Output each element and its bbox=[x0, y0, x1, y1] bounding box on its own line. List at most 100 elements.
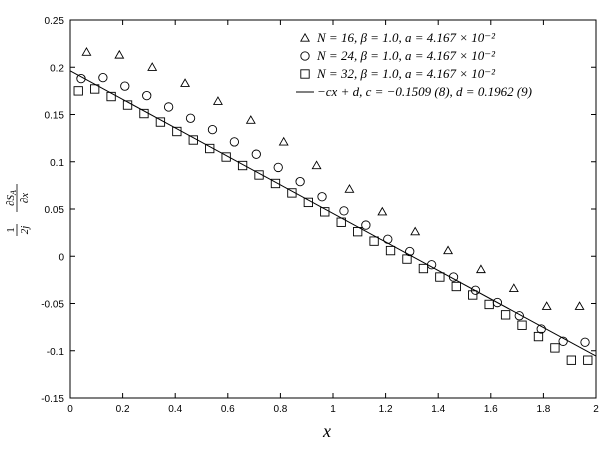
point-circle bbox=[142, 90, 152, 101]
point-square bbox=[517, 320, 527, 330]
point-square bbox=[320, 207, 330, 217]
point-triangle bbox=[574, 301, 585, 310]
point-square bbox=[188, 135, 198, 145]
point-circle bbox=[120, 81, 130, 91]
point-square bbox=[418, 263, 429, 274]
svg-text:∂SA: ∂SA bbox=[5, 190, 18, 206]
point-square bbox=[369, 236, 379, 246]
svg-text:2j: 2j bbox=[19, 226, 31, 235]
point-triangle bbox=[311, 160, 322, 170]
point-square bbox=[484, 299, 494, 310]
point-square bbox=[303, 197, 313, 208]
point-circle bbox=[383, 234, 393, 244]
point-circle bbox=[76, 73, 86, 84]
point-square bbox=[550, 343, 560, 353]
point-circle bbox=[98, 72, 108, 83]
x-tick-label: 0 bbox=[67, 404, 73, 415]
point-square bbox=[533, 331, 544, 342]
fit-line bbox=[69, 70, 597, 357]
point-square bbox=[435, 272, 445, 282]
y-tick-label: 0.1 bbox=[50, 158, 64, 169]
point-circle bbox=[405, 246, 415, 257]
point-square bbox=[237, 160, 248, 171]
x-tick-label: 0.2 bbox=[116, 404, 130, 415]
y-tick-label: 0.2 bbox=[50, 63, 64, 74]
svg-text:1: 1 bbox=[5, 227, 17, 233]
point-triangle bbox=[410, 226, 421, 236]
point-triangle bbox=[344, 184, 355, 193]
legend-marker-triangle bbox=[300, 32, 310, 42]
point-circle bbox=[514, 311, 524, 321]
point-square bbox=[155, 117, 166, 127]
y-tick-label: 0.25 bbox=[45, 16, 65, 27]
x-tick-label: 1.2 bbox=[379, 404, 393, 415]
point-square bbox=[139, 108, 149, 119]
point-square bbox=[106, 91, 116, 102]
point-triangle bbox=[377, 206, 388, 216]
x-tick-label: 2 bbox=[593, 404, 599, 415]
point-square bbox=[90, 84, 100, 94]
point-square bbox=[172, 126, 182, 137]
fit-line-path bbox=[69, 70, 597, 357]
point-circle bbox=[295, 176, 305, 187]
point-square bbox=[73, 86, 83, 96]
point-circle bbox=[317, 192, 327, 202]
point-triangle bbox=[245, 115, 256, 124]
point-triangle bbox=[212, 96, 223, 105]
point-circle bbox=[185, 113, 196, 123]
point-circle bbox=[251, 149, 261, 159]
y-tick-label: 0.15 bbox=[45, 111, 65, 122]
point-triangle bbox=[114, 49, 125, 59]
y-tick-label: 0 bbox=[58, 252, 64, 263]
legend-label: N = 24, β = 1.0, a = 4.167 × 10⁻² bbox=[316, 48, 496, 63]
point-circle bbox=[536, 324, 546, 334]
point-circle bbox=[163, 102, 174, 112]
y-tick-label: -0.05 bbox=[41, 300, 64, 311]
point-square bbox=[583, 355, 593, 365]
point-circle bbox=[361, 220, 371, 230]
legend-marker-circle bbox=[300, 51, 310, 61]
point-triangle bbox=[180, 78, 191, 87]
point-square bbox=[566, 355, 576, 365]
y-ticks: -0.15 -0.1 -0.05 0 0.05 0.1 0.15 0.2 0.25 bbox=[41, 16, 596, 405]
point-circle bbox=[448, 272, 459, 282]
x-tick-label: 0.4 bbox=[168, 404, 182, 415]
x-tick-label: 1 bbox=[330, 404, 336, 415]
y-tick-label: 0.05 bbox=[45, 205, 65, 216]
x-tick-label: 1.8 bbox=[536, 404, 550, 415]
y-tick-label: -0.15 bbox=[41, 394, 64, 405]
point-triangle bbox=[541, 301, 552, 310]
point-circle bbox=[273, 162, 283, 173]
legend-marker-square bbox=[300, 69, 310, 79]
point-circle bbox=[558, 336, 568, 346]
point-square bbox=[385, 245, 396, 256]
x-tick-label: 1.4 bbox=[431, 404, 445, 415]
point-square bbox=[221, 152, 231, 162]
point-square bbox=[402, 254, 412, 264]
point-circle bbox=[470, 285, 481, 295]
y-tick-label: -0.1 bbox=[47, 347, 65, 358]
point-square bbox=[468, 290, 478, 300]
legend-label: N = 32, β = 1.0, a = 4.167 × 10⁻² bbox=[316, 66, 496, 81]
svg-text:∂x: ∂x bbox=[19, 193, 31, 203]
point-triangle bbox=[475, 264, 486, 274]
legend: N = 16, β = 1.0, a = 4.167 × 10⁻² N = 24,… bbox=[296, 30, 532, 99]
x-axis-label: x bbox=[322, 421, 331, 441]
point-square bbox=[451, 281, 461, 292]
point-square bbox=[353, 227, 363, 237]
point-square bbox=[270, 178, 281, 189]
x-tick-label: 0.6 bbox=[221, 404, 235, 415]
point-square bbox=[254, 170, 264, 180]
point-triangle bbox=[508, 283, 519, 292]
x-ticks: 0 0.2 0.4 0.6 0.8 1 1.2 1.4 1.6 1.8 2 bbox=[67, 20, 599, 415]
point-square bbox=[205, 143, 215, 154]
point-triangle bbox=[147, 62, 158, 71]
point-circle bbox=[207, 124, 218, 135]
point-circle bbox=[580, 337, 590, 347]
point-square bbox=[122, 100, 133, 110]
x-tick-label: 0.8 bbox=[273, 404, 287, 415]
x-tick-label: 1.6 bbox=[484, 404, 498, 415]
point-triangle bbox=[81, 47, 92, 56]
legend-label: −cx + d, c = −0.1509 (8), d = 0.1962 (9) bbox=[317, 84, 532, 99]
